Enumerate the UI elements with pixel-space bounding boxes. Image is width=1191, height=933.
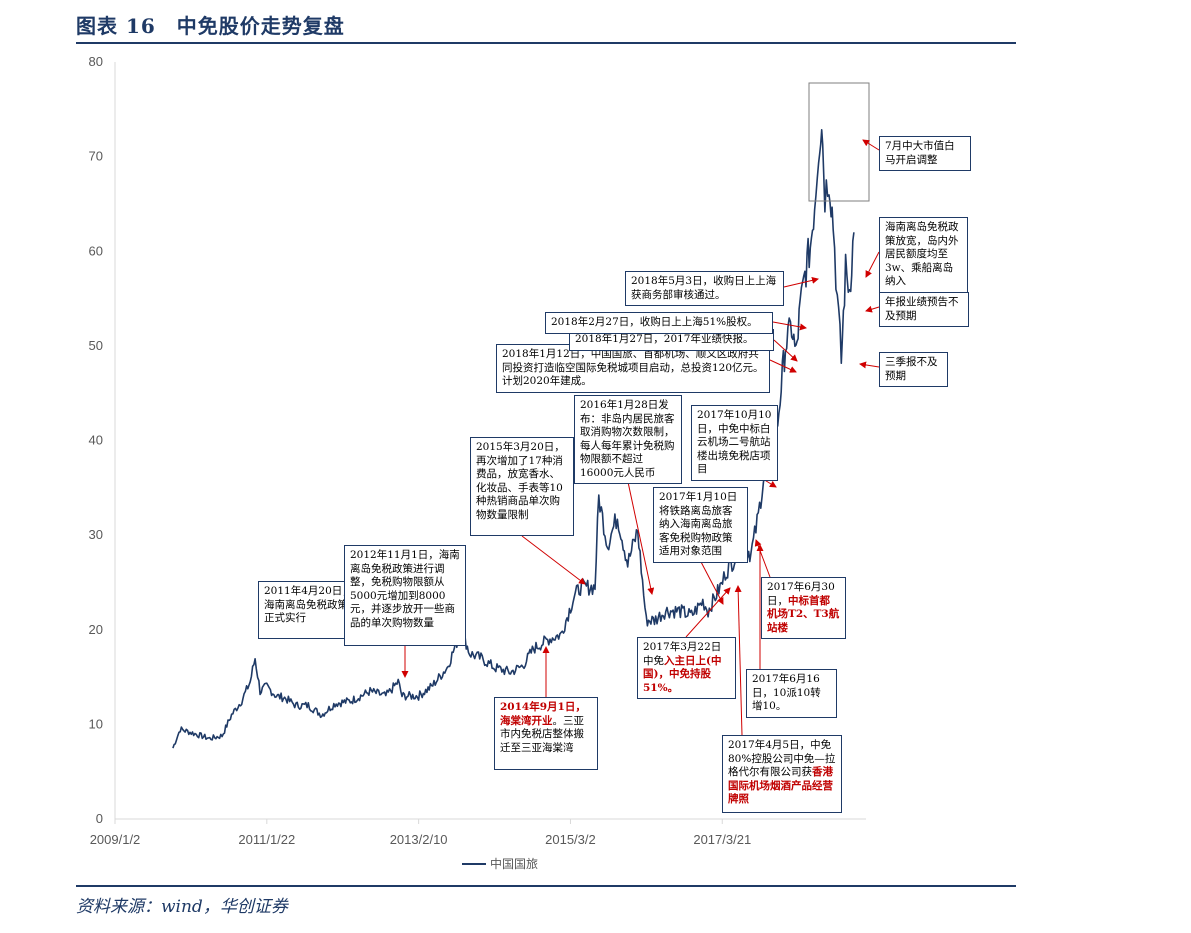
annotation-arrow [699, 559, 724, 605]
annotation-arrow [865, 305, 880, 313]
annotation-text: 2012年11月1日，海南离岛免税政策进行调整，免税购物限额从5000元增加到8… [350, 549, 460, 629]
annotation-box: 7月中大市值白马开启调整 [879, 136, 971, 171]
annotation-text: 年报业绩预告不及预期 [885, 296, 959, 322]
annotation-text: 。三亚市内免税店整体搬迁至三亚海棠湾 [500, 714, 584, 754]
annotation-box: 2017年4月5日，中免80%控股公司中免—拉格代尔有限公司获香港国际机场烟酒产… [722, 735, 842, 813]
annotation-box: 2017年1月10日将铁路离岛旅客纳入海南离岛旅客免税购物政策适用对象范围 [653, 487, 748, 563]
x-tick-label: 2013/2/10 [390, 832, 448, 847]
annotation-arrow [521, 535, 586, 585]
annotation-highlight-text: 2014年9月1日，海棠湾开业 [500, 701, 586, 727]
annotation-box: 2018年1月12日，中国国旅、首都机场、顺义区政府共同投资打造临空国际免税城项… [496, 344, 770, 393]
annotation-text: 2017年6月16日，10派10转增10。 [752, 673, 821, 712]
annotation-arrow [769, 359, 797, 373]
annotation-text: 2018年1月12日，中国国旅、首都机场、顺义区政府共同投资打造临空国际免税城项… [502, 348, 764, 387]
y-tick-label: 70 [89, 149, 103, 164]
x-tick-label: 2011/1/22 [238, 832, 295, 847]
annotation-text: 2017年10月10日，中免中标白云机场二号航站楼出境免税店项目 [697, 409, 772, 475]
y-tick-label: 20 [89, 622, 103, 637]
annotation-box: 三季报不及预期 [879, 352, 948, 387]
annotation-box: 2018年5月3日，收购日上上海获商务部审核通过。 [625, 271, 784, 306]
peak-highlight-box [808, 82, 870, 202]
top-divider [76, 42, 1016, 44]
annotation-text: 2017年1月10日将铁路离岛旅客纳入海南离岛旅客免税购物政策适用对象范围 [659, 491, 738, 557]
annotation-box: 2014年9月1日，海棠湾开业。三亚市内免税店整体搬迁至三亚海棠湾 [494, 697, 598, 770]
annotation-arrow [783, 276, 819, 288]
annotation-box: 2011年4月20日，海南离岛免税政策正式实行 [258, 581, 361, 639]
annotation-text: 2016年1月28日发布：非岛内居民旅客取消购物次数限制，每人每年累计免税购物限… [580, 399, 675, 479]
x-tick-label: 2017/3/21 [693, 832, 751, 847]
annotation-highlight-text: 中标首都机场T2、T3航站楼 [767, 594, 840, 634]
annotation-box: 2018年2月27日，收购日上上海51%股权。 [545, 312, 773, 334]
annotation-text: 7月中大市值白马开启调整 [885, 140, 955, 166]
annotation-text: 三季报不及预期 [885, 356, 938, 382]
annotation-box: 2018年1月27日，2017年业绩快报。 [569, 329, 774, 351]
annotation-box: 2012年11月1日，海南离岛免税政策进行调整，免税购物限额从5000元增加到8… [344, 545, 466, 646]
annotation-box: 2017年3月22日中免入主日上(中国)，中免持股51%。 [637, 637, 736, 699]
annotation-arrow [734, 585, 743, 736]
y-tick-label: 50 [89, 338, 103, 353]
annotation-box: 2017年6月16日，10派10转增10。 [746, 669, 837, 718]
annotation-arrow [685, 587, 731, 638]
page-title: 图表 16 中免股价走势复盘 [76, 14, 345, 38]
annotation-text: 2018年2月27日，收购日上上海51%股权。 [551, 316, 758, 328]
x-tick-label: 2009/1/2 [90, 832, 141, 847]
annotation-text: 2017年3月22日中免 [643, 641, 722, 667]
annotation-text: 2017年4月5日，中免80%控股公司中免—拉格代尔有限公司获 [728, 739, 836, 778]
y-tick-label: 60 [89, 243, 103, 258]
y-tick-label: 10 [89, 716, 103, 731]
annotation-text: 2015年3月20日，再次增加了17种消费品，放宽香水、化妆品、手表等10种热销… [476, 441, 565, 521]
annotation-box: 2017年6月30日，中标首都机场T2、T3航站楼 [761, 577, 846, 639]
annotation-text: 2018年5月3日，收购日上上海获商务部审核通过。 [631, 275, 777, 301]
annotation-box: 2016年1月28日发布：非岛内居民旅客取消购物次数限制，每人每年累计免税购物限… [574, 395, 682, 484]
annotation-box: 2017年10月10日，中免中标白云机场二号航站楼出境免税店项目 [691, 405, 778, 481]
annotation-arrow [772, 321, 807, 331]
annotation-arrow [865, 251, 880, 278]
x-tick-label: 2015/3/2 [545, 832, 596, 847]
line-chart: 0 10 20 30 40 50 60 70 80 2009/1/2 2011/1/22 2013/2… [89, 54, 880, 871]
annotation-arrow [627, 481, 655, 595]
annotation-arrow [773, 339, 798, 362]
annotation-text: 2011年4月20日，海南离岛免税政策正式实行 [264, 585, 353, 624]
annotation-box: 年报业绩预告不及预期 [879, 292, 969, 327]
annotation-box: 海南离岛免税政策放宽，岛内外居民额度均至3w、乘船离岛纳入 [879, 217, 968, 293]
legend-label: 中国国旅 [490, 856, 538, 871]
annotation-highlight-text: 入主日上(中国)，中免持股51%。 [643, 654, 722, 694]
source-note: 资料来源：wind，华创证券 [76, 897, 288, 917]
annotation-highlight-text: 香港国际机场烟酒产品经营牌照 [728, 766, 833, 805]
annotation-text: 2017年6月30日， [767, 581, 835, 607]
annotation-text: 2018年1月27日，2017年业绩快报。 [575, 333, 754, 345]
annotation-text: 海南离岛免税政策放宽，岛内外居民额度均至3w、乘船离岛纳入 [885, 221, 959, 287]
y-tick-label: 30 [89, 527, 103, 542]
bottom-divider [76, 885, 1016, 887]
annotation-box: 2015年3月20日，再次增加了17种消费品，放宽香水、化妆品、手表等10种热销… [470, 437, 574, 536]
annotation-arrow [859, 361, 880, 369]
annotation-arrow [754, 539, 771, 578]
y-tick-label: 0 [96, 811, 103, 826]
annotation-arrow [862, 139, 880, 151]
y-tick-label: 40 [89, 433, 103, 448]
y-tick-label: 80 [89, 54, 103, 69]
